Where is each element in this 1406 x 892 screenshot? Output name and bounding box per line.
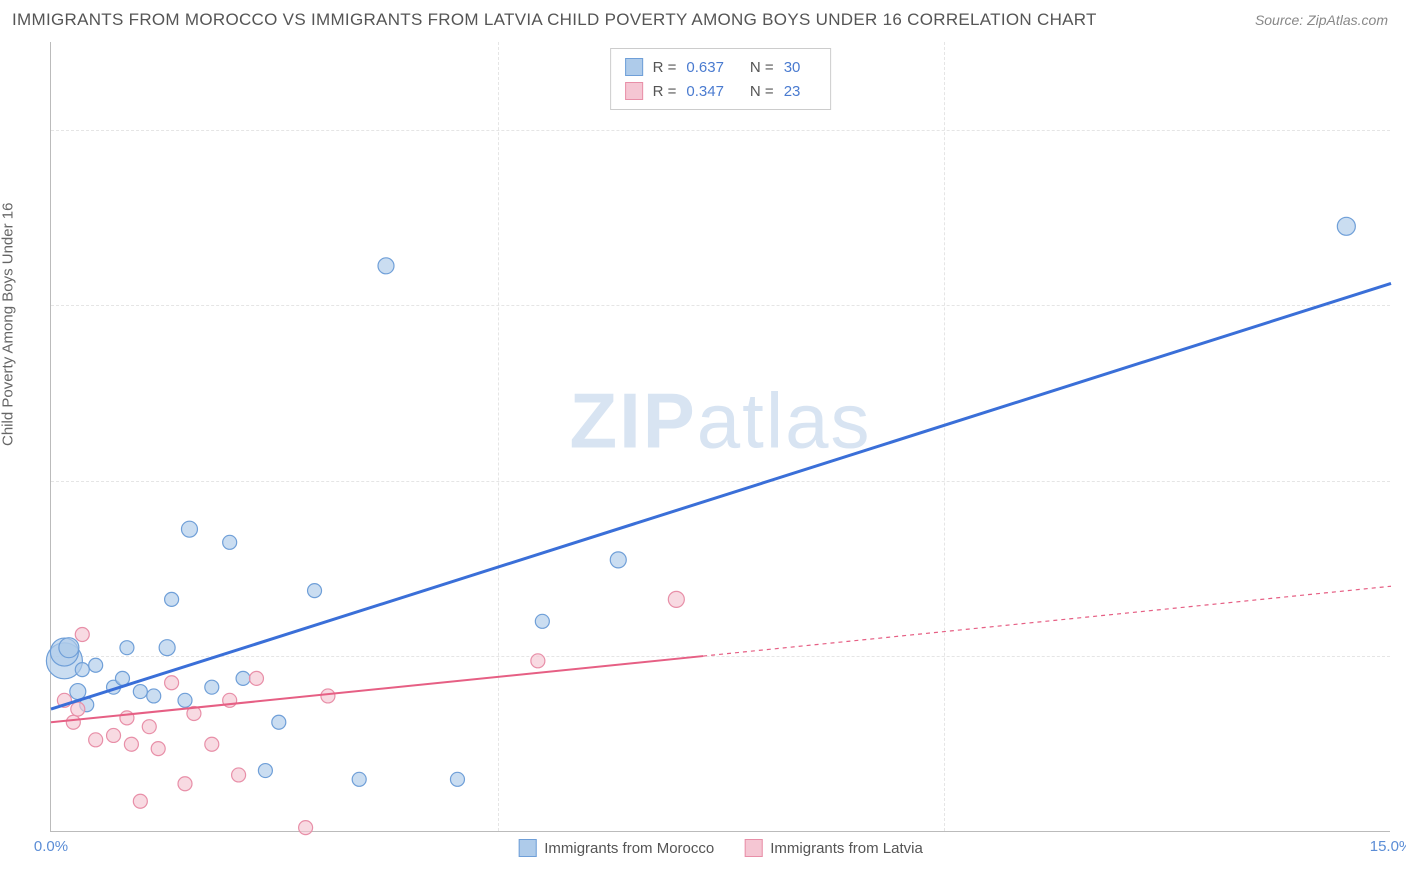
y-axis-label: Child Poverty Among Boys Under 16 (0, 203, 17, 446)
r-value: 0.347 (686, 83, 724, 100)
y-tick-label: 60.0% (1395, 297, 1406, 314)
series-legend: Immigrants from Morocco Immigrants from L… (518, 839, 923, 857)
data-point (535, 614, 549, 628)
data-point (299, 821, 313, 835)
plot-area: ZIPatlas 20.0%40.0%60.0%80.0% 0.0%15.0% … (50, 42, 1390, 832)
correlation-legend: R =0.637N =30R =0.347N =23 (610, 48, 832, 110)
legend-swatch (744, 839, 762, 857)
trend-line (51, 283, 1391, 709)
data-point (120, 711, 134, 725)
data-point (89, 733, 103, 747)
data-point (223, 535, 237, 549)
r-value: 0.637 (686, 59, 724, 76)
data-point (66, 715, 80, 729)
legend-swatch (625, 82, 643, 100)
legend-row: R =0.347N =23 (625, 79, 817, 103)
data-point (75, 628, 89, 642)
y-tick-label: 80.0% (1395, 121, 1406, 138)
data-point (232, 768, 246, 782)
data-point (151, 742, 165, 756)
data-point (610, 552, 626, 568)
data-point (531, 654, 545, 668)
trend-line (51, 656, 703, 722)
data-point (249, 671, 263, 685)
data-point (378, 258, 394, 274)
data-point (272, 715, 286, 729)
data-point (120, 641, 134, 655)
data-point (308, 584, 322, 598)
y-tick-label: 20.0% (1395, 648, 1406, 665)
data-point (133, 794, 147, 808)
data-point (59, 638, 79, 658)
data-point (133, 685, 147, 699)
data-point (107, 728, 121, 742)
data-point (70, 684, 86, 700)
data-point (178, 777, 192, 791)
data-point (258, 764, 272, 778)
data-point (165, 592, 179, 606)
legend-row: R =0.637N =30 (625, 55, 817, 79)
legend-label: Immigrants from Morocco (544, 840, 714, 857)
data-point (205, 680, 219, 694)
data-point (205, 737, 219, 751)
y-tick-label: 40.0% (1395, 472, 1406, 489)
data-point (352, 772, 366, 786)
data-point (178, 693, 192, 707)
legend-label: Immigrants from Latvia (770, 840, 923, 857)
chart-source: Source: ZipAtlas.com (1255, 12, 1388, 28)
n-value: 30 (784, 59, 801, 76)
data-point (124, 737, 138, 751)
x-tick-label: 0.0% (34, 838, 68, 855)
n-value: 23 (784, 83, 801, 100)
legend-swatch (625, 58, 643, 76)
chart-title: IMMIGRANTS FROM MOROCCO VS IMMIGRANTS FR… (12, 10, 1097, 30)
x-tick-label: 15.0% (1370, 838, 1406, 855)
data-point (321, 689, 335, 703)
chart-container: IMMIGRANTS FROM MOROCCO VS IMMIGRANTS FR… (0, 0, 1406, 892)
data-point (75, 663, 89, 677)
legend-item: Immigrants from Latvia (744, 839, 923, 857)
legend-swatch (518, 839, 536, 857)
trend-line-extrapolated (703, 586, 1391, 656)
scatter-plot (51, 42, 1390, 831)
data-point (147, 689, 161, 703)
data-point (159, 640, 175, 656)
data-point (165, 676, 179, 690)
data-point (181, 521, 197, 537)
data-point (236, 671, 250, 685)
data-point (71, 702, 85, 716)
legend-item: Immigrants from Morocco (518, 839, 714, 857)
data-point (1337, 217, 1355, 235)
data-point (450, 772, 464, 786)
data-point (142, 720, 156, 734)
data-point (668, 591, 684, 607)
data-point (89, 658, 103, 672)
